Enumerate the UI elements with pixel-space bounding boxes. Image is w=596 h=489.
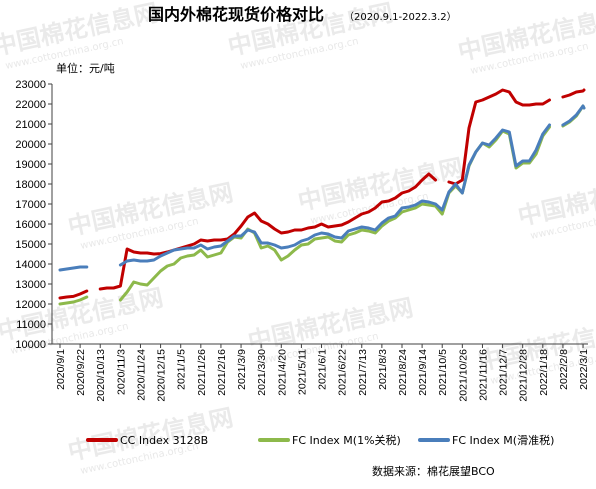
legend-label: CC Index 3128B xyxy=(120,434,208,447)
series-line xyxy=(58,289,89,300)
y-tick-label: 18000 xyxy=(15,179,46,191)
x-tick-label: 2021/11/16 xyxy=(477,349,489,401)
x-tick-label: 2020/11/24 xyxy=(135,349,147,401)
x-tick-label: 2021/1/5 xyxy=(176,349,188,390)
x-tick-label: 2021/10/26 xyxy=(457,349,469,402)
x-tick-label: 2021/6/22 xyxy=(337,349,349,396)
x-tick-label: 2021/4/20 xyxy=(276,349,288,396)
x-tick-label: 2021/7/13 xyxy=(357,349,369,396)
y-tick-label: 23000 xyxy=(15,79,46,91)
series-line xyxy=(98,172,437,291)
source-note: 数据来源：棉花展望BCO xyxy=(372,464,495,478)
x-tick-label: 2021/8/3 xyxy=(377,349,389,390)
x-tick-label: 2021/1/26 xyxy=(196,349,208,396)
x-tick-label: 2021/12/28 xyxy=(518,349,530,402)
x-tick-label: 2021/3/9 xyxy=(236,349,248,390)
x-tick-label: 2021/10/5 xyxy=(437,349,449,396)
x-tick-label: 2021/12/7 xyxy=(498,349,510,396)
legend: CC Index 3128B FC Index M(1%关税) FC Index M… xyxy=(86,433,554,447)
x-tick-label: 2020/12/15 xyxy=(156,349,168,402)
chart-title: 国内外棉花现货价格对比 xyxy=(148,5,324,24)
y-tick-label: 13000 xyxy=(15,279,46,291)
x-tick-label: 2021/9/14 xyxy=(417,349,429,396)
series-line xyxy=(118,123,551,267)
y-tick-label: 16000 xyxy=(15,219,46,231)
y-tick-label: 22000 xyxy=(15,99,46,111)
series-line xyxy=(58,295,89,306)
series-lines xyxy=(58,88,586,306)
series-group-1 xyxy=(58,88,586,300)
x-tick-label: 2021/5/11 xyxy=(296,349,308,395)
x-tick-label: 2020/11/3 xyxy=(115,349,127,395)
x-tick-label: 2021/2/16 xyxy=(216,349,228,396)
legend-label: FC Index M(滑准税) xyxy=(452,433,554,447)
chart-subtitle: （2020.9.1-2022.3.2） xyxy=(344,11,457,23)
y-tick-label: 15000 xyxy=(15,239,46,251)
series-line xyxy=(561,104,586,127)
y-tick-label: 12000 xyxy=(15,299,46,311)
x-tick-label: 2021/3/30 xyxy=(256,349,268,396)
series-line xyxy=(447,88,551,186)
y-axis-unit-label: 单位：元/吨 xyxy=(56,61,115,75)
x-tick-label: 2021/8/24 xyxy=(397,349,409,396)
x-tick-label: 2020/9/22 xyxy=(75,349,87,396)
series-group-3 xyxy=(58,104,586,272)
y-tick-label: 14000 xyxy=(15,259,46,271)
series-line xyxy=(58,265,89,272)
y-tick-label: 19000 xyxy=(15,159,46,171)
series-line xyxy=(561,88,586,99)
y-tick-label: 20000 xyxy=(15,139,46,151)
legend-label: FC Index M(1%关税) xyxy=(292,433,401,447)
y-tick-label: 10000 xyxy=(15,339,46,351)
x-tick-label: 2020/9/1 xyxy=(55,349,67,390)
x-tick-label: 2022/2/8 xyxy=(558,349,570,390)
y-tick-label: 11000 xyxy=(16,319,46,331)
x-tick-label: 2021/6/1 xyxy=(317,349,329,390)
x-tick-label: 2020/10/13 xyxy=(95,349,107,402)
x-tick-label: 2022/3/1 xyxy=(578,349,590,390)
y-tick-label: 17000 xyxy=(15,199,46,211)
axes: 10000 11000 12000 13000 14000 15000 16000 17000… xyxy=(15,79,590,402)
y-tick-label: 21000 xyxy=(15,119,46,131)
x-tick-label: 2022/1/18 xyxy=(538,349,550,396)
